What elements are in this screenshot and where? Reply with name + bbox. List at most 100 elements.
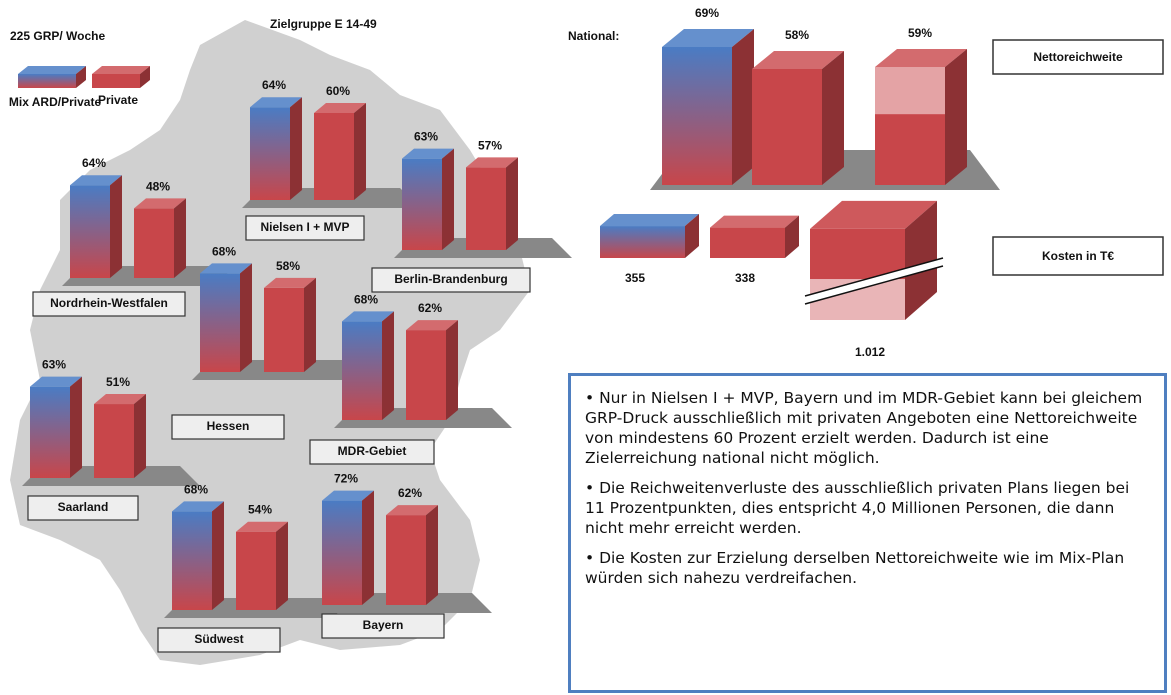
region-label: Berlin-Brandenburg xyxy=(394,272,507,286)
bar-side xyxy=(506,157,518,250)
region-label: Nielsen I + MVP xyxy=(260,220,349,234)
value-label: 68% xyxy=(212,244,236,258)
bar-top xyxy=(710,215,799,228)
bar xyxy=(752,51,844,185)
bar-side xyxy=(76,66,86,88)
note: • Nur in Nielsen I + MVP, Bayern und im … xyxy=(585,389,1143,467)
bar-top xyxy=(200,263,252,274)
bar-side xyxy=(212,501,224,610)
bar-side xyxy=(822,51,844,185)
bar-side xyxy=(110,175,122,278)
bar-side xyxy=(442,148,454,250)
value-label: 54% xyxy=(248,503,272,517)
bar-top xyxy=(264,277,316,288)
legend-label: Mix ARD/Private xyxy=(9,95,102,109)
bar-top xyxy=(94,394,146,405)
bar-front xyxy=(200,273,240,372)
bar-front xyxy=(172,511,212,610)
bar-top xyxy=(92,66,150,74)
bar-top xyxy=(172,501,224,512)
bar-front xyxy=(134,208,174,278)
region-box xyxy=(371,267,531,293)
subtitle: 225 GRP/ Woche xyxy=(10,29,105,43)
bar xyxy=(402,148,454,250)
bar-side xyxy=(785,215,799,258)
bar xyxy=(94,394,146,478)
region-box xyxy=(245,215,365,241)
note: • Die Reichweitenverluste des ausschließ… xyxy=(585,479,1130,537)
bar-top xyxy=(662,29,754,47)
bar-top xyxy=(386,505,438,516)
bar-top xyxy=(314,103,366,113)
bar-front xyxy=(70,185,110,278)
bar-top xyxy=(466,157,518,168)
costs-label: Kosten in T€ xyxy=(1042,249,1114,263)
bar-front xyxy=(92,74,140,88)
region-label: MDR-Gebiet xyxy=(338,444,407,458)
bar-top xyxy=(342,311,394,322)
bar-top xyxy=(18,66,86,74)
bar xyxy=(236,521,288,610)
bar-top xyxy=(322,490,374,501)
region-box xyxy=(171,414,285,440)
bar-front xyxy=(250,107,290,200)
bar xyxy=(710,215,799,258)
bar-side xyxy=(732,29,754,185)
bar-side xyxy=(240,263,252,372)
region-box xyxy=(157,627,281,653)
value-label: 63% xyxy=(42,358,66,372)
bar xyxy=(386,505,438,605)
bar-front xyxy=(94,404,134,478)
bar-front xyxy=(342,321,382,420)
bar-side xyxy=(354,103,366,200)
value-label: 60% xyxy=(326,84,350,98)
region-label: Südwest xyxy=(194,632,243,646)
bar-side xyxy=(174,198,186,278)
bar xyxy=(466,157,518,250)
value-label: 68% xyxy=(184,482,208,496)
bar-front xyxy=(710,227,785,258)
bar-front xyxy=(386,515,426,605)
value-label: 355 xyxy=(625,271,645,285)
value-label: 1.012 xyxy=(855,345,885,359)
bar-top xyxy=(70,175,122,186)
bar xyxy=(250,97,302,200)
bar-front xyxy=(662,47,732,185)
national-title: National: xyxy=(568,29,619,43)
note: • Die Kosten zur Erzielung derselben Net… xyxy=(585,549,1125,587)
value-label: 338 xyxy=(735,271,755,285)
value-label: 64% xyxy=(82,156,106,170)
bar-side xyxy=(70,376,82,478)
region-label: Hessen xyxy=(207,419,250,433)
bar-highlight xyxy=(875,67,945,115)
bar-side xyxy=(362,490,374,605)
bar xyxy=(92,66,150,88)
bar xyxy=(172,501,224,610)
bar-front xyxy=(402,158,442,250)
notes-box: • Nur in Nielsen I + MVP, Bayern und im … xyxy=(568,373,1167,693)
region-box xyxy=(27,495,139,521)
bar-front xyxy=(236,531,276,610)
bar-side xyxy=(382,311,394,420)
region-box xyxy=(309,439,435,465)
bar xyxy=(134,198,186,278)
bar-top xyxy=(236,521,288,532)
region-box xyxy=(321,613,445,639)
bar-side xyxy=(685,214,699,258)
bar xyxy=(264,277,316,372)
title: Zielgruppe E 14-49 xyxy=(270,17,377,31)
bar xyxy=(18,66,86,88)
bar-front xyxy=(466,167,506,250)
bar-side xyxy=(304,277,316,372)
region-label: Bayern xyxy=(363,618,404,632)
bar xyxy=(322,490,374,605)
label-box xyxy=(992,236,1164,276)
bar-top xyxy=(875,49,967,67)
bar xyxy=(875,49,967,185)
bar-side xyxy=(290,97,302,200)
bar-front xyxy=(30,386,70,478)
value-label: 58% xyxy=(785,28,809,42)
bar-side xyxy=(134,394,146,478)
value-label: 62% xyxy=(398,486,422,500)
